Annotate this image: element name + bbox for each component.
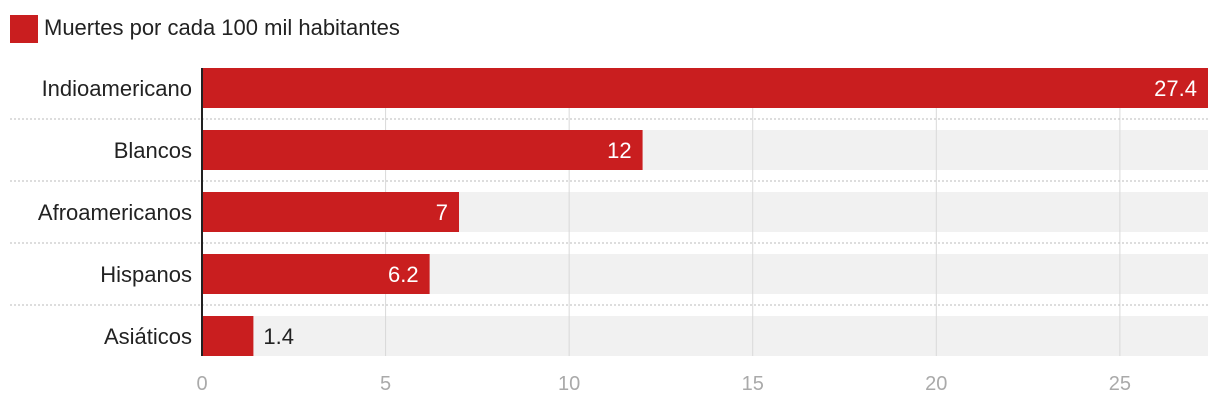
- data-label: 6.2: [388, 262, 419, 287]
- x-tick-label: 15: [742, 373, 764, 395]
- data-label: 12: [607, 138, 631, 163]
- data-label: 1.4: [263, 324, 294, 349]
- data-label: 7: [436, 200, 448, 225]
- bar-tracks: [202, 68, 1208, 356]
- x-tick-label: 20: [925, 373, 947, 395]
- category-label: Blancos: [114, 138, 192, 163]
- x-tick-label: 10: [558, 373, 580, 395]
- category-label: Hispanos: [100, 262, 192, 287]
- bar: [202, 130, 643, 170]
- bar: [202, 68, 1208, 108]
- x-tick-label: 0: [196, 373, 207, 395]
- data-labels: 27.4 12 7 6.2 1.4: [263, 76, 1197, 349]
- data-label: 27.4: [1154, 76, 1197, 101]
- x-tick-label: 5: [380, 373, 391, 395]
- legend: Muertes por cada 100 mil habitantes: [10, 15, 400, 43]
- bars: [202, 68, 1208, 356]
- category-labels: Indioamericano Blancos Afroamericanos Hispa…: [38, 76, 192, 349]
- bar: [202, 316, 254, 356]
- category-label: Indioamericano: [42, 76, 192, 101]
- category-label: Asiáticos: [104, 324, 192, 349]
- bar: [202, 192, 460, 232]
- x-tick-label: 25: [1109, 373, 1131, 395]
- legend-label: Muertes por cada 100 mil habitantes: [44, 15, 400, 40]
- legend-swatch: [10, 15, 38, 43]
- x-axis-tick-labels: 0 5 10 15 20 25: [196, 373, 1131, 395]
- bar-track: [202, 316, 1208, 356]
- bar: [202, 254, 430, 294]
- category-label: Afroamericanos: [38, 200, 192, 225]
